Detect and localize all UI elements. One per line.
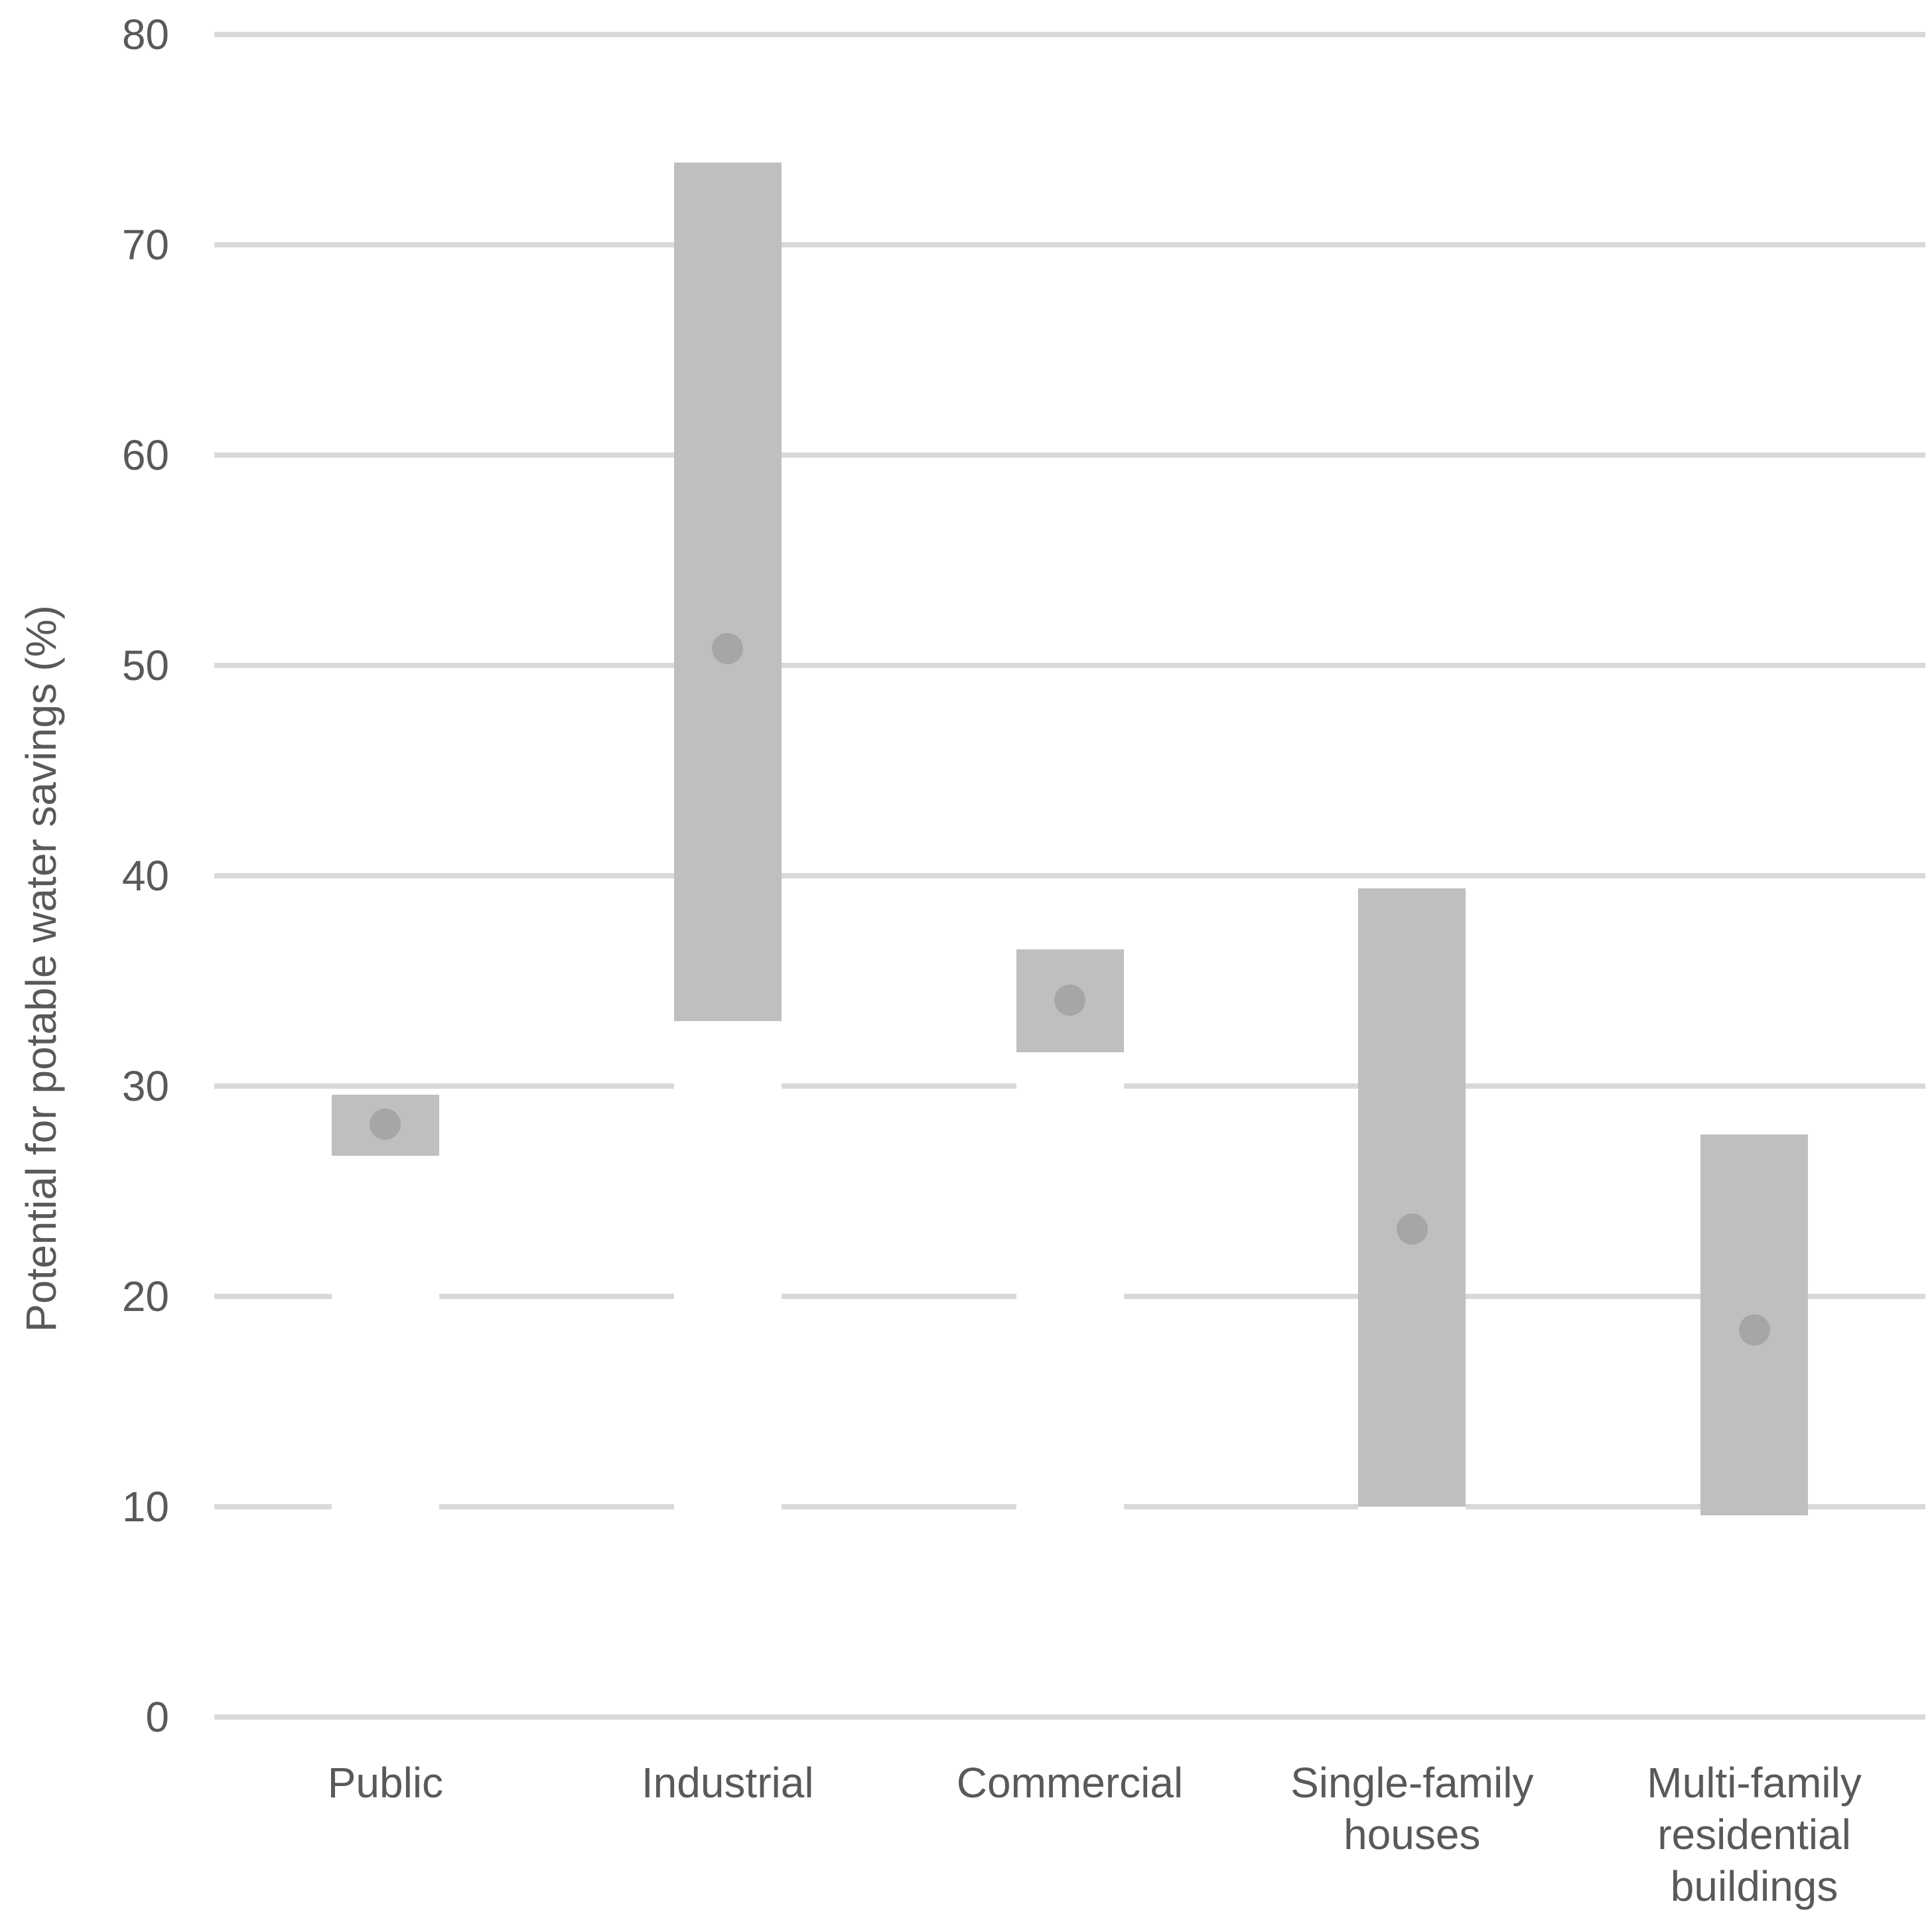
mean-dot-3 (1396, 1213, 1428, 1245)
bar-base-hider-2 (1016, 1052, 1124, 1717)
y-tick-label-30: 30 (121, 1062, 169, 1110)
y-tick-label-80: 80 (121, 11, 169, 58)
x-category-label-4: Multi-family residential buildings (1647, 1759, 1862, 1910)
mean-dot-0 (370, 1108, 401, 1140)
y-tick-label-60: 60 (121, 431, 169, 479)
y-tick-label-70: 70 (121, 221, 169, 269)
bar-base-hider-4 (1700, 1515, 1809, 1717)
y-tick-label-20: 20 (121, 1273, 169, 1320)
gridline-60 (214, 452, 1925, 458)
y-tick-label-10: 10 (121, 1483, 169, 1531)
gridline-70 (214, 242, 1925, 247)
mean-dot-2 (1054, 984, 1085, 1016)
x-category-label-3: Single-family houses (1290, 1759, 1534, 1858)
plot-area (214, 32, 1925, 1720)
gridline-80 (214, 32, 1925, 37)
range-bar-1 (673, 163, 782, 1021)
y-tick-label-0: 0 (145, 1693, 169, 1741)
gridline-50 (214, 663, 1925, 668)
x-category-label-0: Public (327, 1759, 444, 1807)
gridline-40 (214, 873, 1925, 878)
mean-dot-4 (1738, 1314, 1770, 1346)
y-tick-label-50: 50 (121, 642, 169, 689)
mean-dot-1 (712, 633, 744, 665)
x-axis-line (214, 1714, 1925, 1720)
x-category-label-1: Industrial (641, 1759, 814, 1807)
y-tick-label-40: 40 (121, 852, 169, 900)
range-bar-3 (1358, 888, 1466, 1507)
y-axis-title: Potential for potable water savings (%) (17, 605, 65, 1332)
bar-base-hider-0 (331, 1155, 439, 1717)
x-category-label-2: Commercial (956, 1759, 1184, 1807)
bar-base-hider-3 (1358, 1507, 1466, 1717)
bar-base-hider-1 (673, 1020, 782, 1717)
